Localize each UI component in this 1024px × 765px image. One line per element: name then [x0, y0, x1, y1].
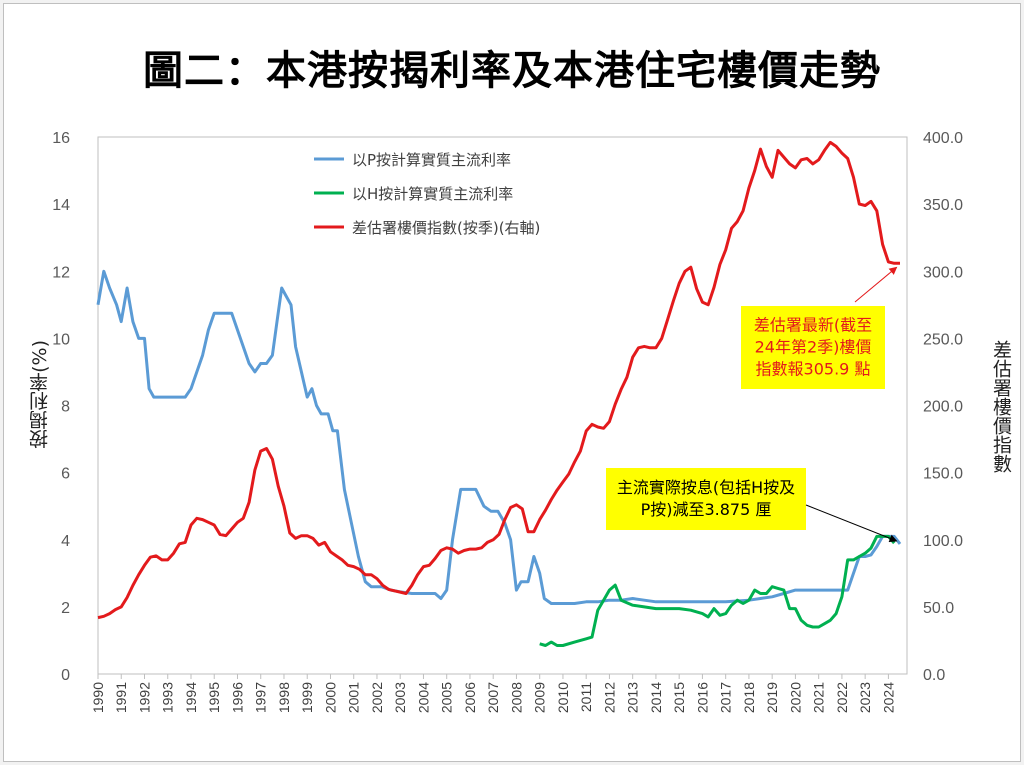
y-tick-label-right: 0.0: [923, 667, 945, 684]
x-tick-label: 1994: [183, 682, 199, 713]
x-tick-label: 2015: [671, 682, 687, 713]
x-tick-label: 2024: [880, 682, 896, 713]
x-tick-label: 1998: [276, 682, 292, 713]
annotation-mortgage-rate-text: P按)減至3.875 厘: [641, 500, 772, 519]
y-tick-label-right: 150.0: [923, 466, 963, 483]
x-tick-label: 2005: [439, 682, 455, 713]
series-line-2: [539, 534, 896, 647]
annotation-latest-index-text: 差估署最新(截至: [754, 316, 872, 335]
annotation-latest-index-text: 24年第2季)樓價: [755, 338, 872, 357]
chart-title: 圖二：本港按揭利率及本港住宅樓價走勢: [143, 48, 881, 94]
x-tick-label: 2007: [485, 682, 501, 713]
x-tick-label: 1996: [229, 682, 245, 713]
x-tick-label: 2009: [532, 682, 548, 713]
y-tick-label-right: 250.0: [923, 331, 963, 348]
x-tick-label: 2004: [415, 682, 431, 713]
plot-border: [97, 136, 908, 675]
legend-label-1: 以P按計算實質主流利率: [352, 151, 511, 169]
y-tick-label-left: 12: [52, 264, 70, 281]
x-tick-label: 2012: [601, 682, 617, 713]
annotation-arrow-1: [854, 266, 898, 303]
x-tick-label: 2021: [811, 682, 827, 713]
annotation-latest-index-box: [741, 306, 885, 389]
x-tick-label: 2010: [555, 682, 571, 713]
x-tick-label: 1997: [253, 682, 269, 713]
x-tick-label: 2023: [857, 682, 873, 713]
series-line-1: [96, 269, 902, 605]
y-tick-label-left: 4: [61, 533, 70, 550]
annotation-mortgage-rate-text: 主流實際按息(包括H按及: [617, 478, 795, 497]
x-tick-label: 2003: [392, 682, 408, 713]
series-line-3: [97, 140, 900, 620]
y-tick-label-left: 8: [61, 399, 70, 416]
y-axis-title-right: 差估署樓價指數: [990, 340, 1012, 473]
x-tick-label: 2013: [625, 682, 641, 713]
x-tick-label: 2022: [834, 682, 850, 713]
legend-label-3: 差估署樓價指數(按季)(右軸): [352, 219, 540, 237]
y-tick-label-right: 400.0: [923, 130, 963, 147]
annotation-latest-index-text: 指數報305.9 點: [756, 360, 871, 379]
x-tick-label: 2011: [578, 682, 594, 712]
annotation-mortgage-rate-box: [606, 468, 806, 530]
x-tick-label: 1995: [206, 682, 222, 713]
x-tick-label: 2008: [508, 682, 524, 713]
y-tick-label-right: 350.0: [923, 197, 963, 214]
y-tick-label-left: 0: [61, 667, 70, 684]
x-tick-label: 2006: [462, 682, 478, 713]
y-tick-label-left: 10: [52, 331, 70, 348]
y-tick-label-left: 16: [52, 130, 70, 147]
x-tick-label: 2020: [787, 682, 803, 713]
x-tick-label: 2014: [648, 682, 664, 713]
x-tick-label: 2017: [718, 682, 734, 713]
y-tick-label-left: 2: [61, 600, 70, 617]
x-tick-label: 1990: [90, 682, 106, 713]
x-tick-label: 2000: [322, 682, 338, 713]
y-tick-label-right: 300.0: [923, 264, 963, 281]
y-tick-label-right: 100.0: [923, 533, 963, 550]
x-tick-label: 1999: [299, 682, 315, 713]
y-tick-label-right: 200.0: [923, 399, 963, 416]
x-tick-label: 1993: [160, 682, 176, 713]
x-tick-label: 2002: [369, 682, 385, 713]
legend-label-2: 以H按計算實質主流利率: [352, 185, 513, 203]
y-tick-label-right: 50.0: [923, 600, 954, 617]
x-tick-label: 2016: [694, 682, 710, 713]
x-tick-label: 2018: [741, 682, 757, 713]
y-tick-label-left: 14: [52, 197, 70, 214]
x-tick-label: 2001: [346, 682, 362, 713]
x-tick-label: 1991: [113, 682, 129, 713]
y-tick-label-left: 6: [61, 466, 70, 483]
annotation-arrow-2: [805, 504, 898, 543]
x-tick-label: 1992: [136, 682, 152, 713]
x-tick-label: 2019: [764, 682, 780, 713]
